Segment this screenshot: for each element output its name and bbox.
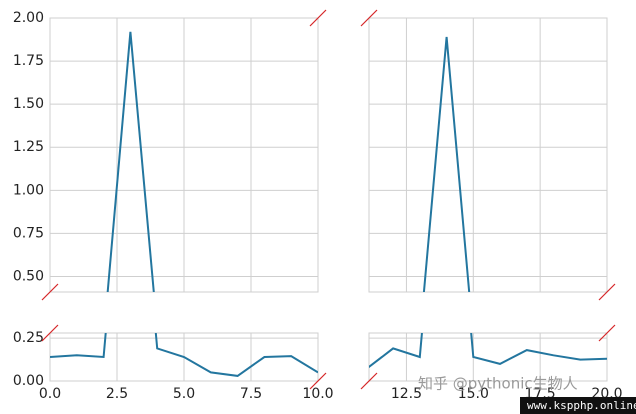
watermark: 知乎 @pythonic生物人 (418, 375, 578, 393)
axis-break (309, 372, 327, 390)
frame (368, 17, 608, 293)
y-tick-label: 0.50 (13, 268, 44, 284)
y-tick-label: 0.00 (13, 373, 44, 389)
watermark-box (520, 397, 636, 414)
axis-break (598, 324, 616, 342)
axis-break (360, 9, 378, 27)
y-tick-label: 1.75 (13, 53, 44, 69)
x-tick-label: 5.0 (173, 386, 195, 402)
x-tick-label: 10.0 (302, 386, 333, 402)
watermark-site: www.kspphp.online (527, 399, 636, 412)
x-tick-label: 7.5 (240, 386, 262, 402)
y-tick-label: 0.75 (13, 225, 44, 241)
axis-break (41, 283, 59, 301)
axis-break (41, 324, 59, 342)
x-tick-label: 2.5 (106, 386, 128, 402)
data-line (369, 333, 607, 369)
data-line (50, 333, 318, 377)
y-tick-label: 0.25 (13, 330, 44, 346)
y-tick-label: 2.00 (13, 10, 44, 26)
y-tick-label: 1.00 (13, 182, 44, 198)
y-tick-label: 1.50 (13, 96, 44, 112)
frame (49, 17, 319, 293)
y-tick-label: 1.25 (13, 139, 44, 155)
x-tick-label: 15.0 (458, 386, 489, 402)
axis-break (598, 283, 616, 301)
panel (369, 18, 607, 292)
axis-break (360, 372, 378, 390)
x-tick-label: 12.5 (391, 386, 422, 402)
x-tick-label: 0.0 (39, 386, 61, 402)
frame (368, 332, 608, 382)
axis-break (309, 9, 327, 27)
